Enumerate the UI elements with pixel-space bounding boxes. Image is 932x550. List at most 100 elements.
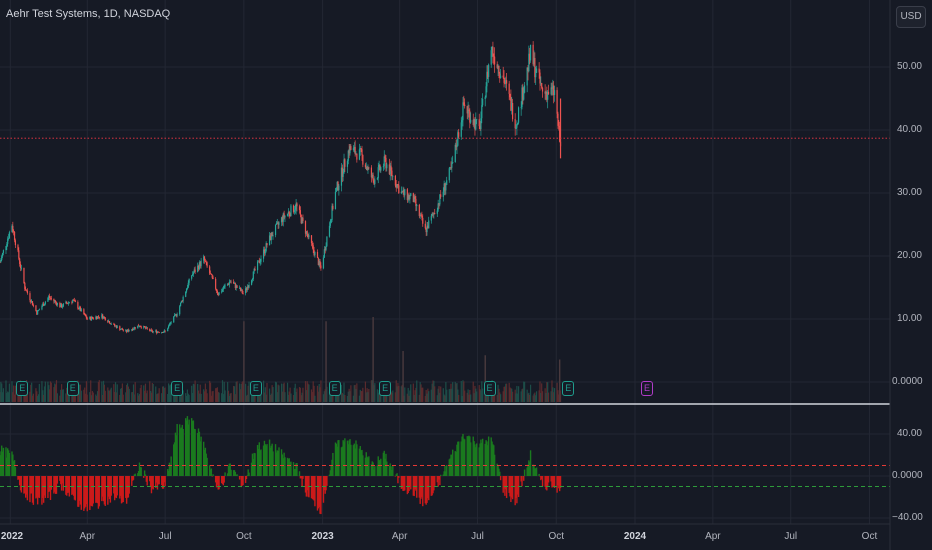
oscillator-bar: [438, 476, 440, 480]
volume-bar: [78, 384, 81, 402]
price-tick-label: 50.00: [896, 61, 922, 72]
earnings-marker[interactable]: E: [16, 381, 29, 396]
candle-body: [330, 220, 332, 224]
candle-body: [370, 167, 373, 178]
volume-bar: [132, 392, 134, 402]
candle-body: [67, 302, 70, 304]
volume-bar: [529, 394, 531, 402]
candle-body: [553, 90, 556, 96]
oscillator-bar: [336, 446, 338, 476]
volume-bar: [233, 386, 236, 402]
volume-bar: [503, 386, 505, 402]
candle-body: [161, 332, 163, 333]
volume-bar: [296, 388, 298, 402]
candle-body: [505, 80, 507, 84]
oscillator-bar: [360, 450, 362, 476]
oscillator-bar: [25, 476, 28, 495]
oscillator-bar: [254, 453, 256, 476]
volume-bar: [522, 388, 524, 402]
candle-body: [325, 245, 327, 250]
volume-bar: [31, 395, 34, 402]
oscillator-bar: [137, 471, 140, 476]
candle-body: [252, 271, 254, 279]
oscillator-bar: [504, 476, 506, 496]
volume-bar: [390, 391, 392, 402]
earnings-marker[interactable]: E: [379, 381, 392, 396]
volume-bar: [1, 392, 4, 402]
oscillator-bar: [533, 464, 535, 476]
earnings-marker[interactable]: E: [328, 381, 341, 396]
candle-body: [168, 324, 171, 326]
volume-bar: [427, 388, 429, 402]
candle-body: [418, 204, 420, 217]
oscillator-bar: [7, 450, 10, 476]
candle-body: [284, 215, 286, 218]
candle-body: [326, 236, 328, 246]
volume-bar: [152, 383, 154, 402]
volume-bar: [348, 388, 350, 402]
candle-body: [42, 303, 44, 307]
candle-body: [316, 252, 319, 259]
candle-body: [110, 323, 112, 325]
volume-bar: [378, 390, 380, 402]
volume-bar: [426, 393, 428, 402]
volume-bar: [72, 392, 74, 402]
candle-body: [425, 228, 427, 233]
candle-body: [323, 249, 325, 258]
candle-body: [242, 293, 244, 294]
volume-bar: [150, 390, 152, 402]
oscillator-bar: [251, 453, 254, 476]
oscillator-bar: [264, 444, 266, 476]
volume-bar: [306, 381, 308, 402]
oscillator-bar: [163, 476, 166, 483]
earnings-marker[interactable]: E: [66, 381, 79, 396]
candle-body: [310, 235, 313, 244]
oscillator-bar: [121, 476, 124, 503]
candle-body: [67, 303, 69, 305]
volume-bar: [340, 384, 343, 402]
candle-body: [96, 316, 99, 319]
volume-bar: [544, 388, 546, 402]
candle-body: [413, 196, 415, 202]
candle-body: [116, 326, 118, 328]
volume-bar: [425, 390, 427, 402]
oscillator-bar: [30, 476, 32, 494]
volume-bar: [430, 389, 432, 402]
volume-bar: [258, 395, 260, 402]
volume-bar: [68, 395, 70, 402]
symbol-title[interactable]: Aehr Test Systems, 1D, NASDAQ: [6, 8, 171, 20]
oscillator-bar: [180, 427, 183, 476]
volume-bar: [218, 392, 220, 402]
candle-body: [137, 325, 139, 329]
candle-body: [212, 277, 214, 279]
candle-body: [161, 332, 164, 333]
candle-body: [497, 65, 499, 68]
candle-body: [23, 267, 25, 283]
oscillator-bar: [490, 437, 492, 476]
candle-body: [401, 191, 403, 193]
oscillator-bar: [26, 476, 29, 501]
candle-body: [68, 302, 70, 304]
oscillator-bar: [535, 467, 538, 476]
currency-button[interactable]: USD: [896, 6, 926, 28]
oscillator-bar: [547, 476, 550, 483]
volume-bar: [451, 388, 453, 402]
oscillator-bar: [358, 448, 361, 476]
candle-body: [132, 328, 135, 331]
volume-bar: [227, 382, 229, 402]
oscillator-bar: [457, 441, 459, 476]
volume-bar: [438, 386, 440, 402]
oscillator-bar: [486, 441, 488, 476]
volume-bar: [528, 392, 530, 402]
earnings-marker[interactable]: E: [171, 381, 184, 396]
candle-body: [434, 213, 436, 214]
oscillator-bar: [312, 476, 314, 500]
earnings-marker[interactable]: E: [249, 381, 262, 396]
oscillator-bar: [460, 441, 462, 476]
earnings-marker[interactable]: E: [562, 381, 575, 396]
candle-body: [78, 308, 80, 310]
earnings-marker[interactable]: E: [483, 381, 496, 396]
volume-spike: [484, 355, 486, 402]
earnings-upcoming-marker[interactable]: E: [640, 381, 653, 396]
